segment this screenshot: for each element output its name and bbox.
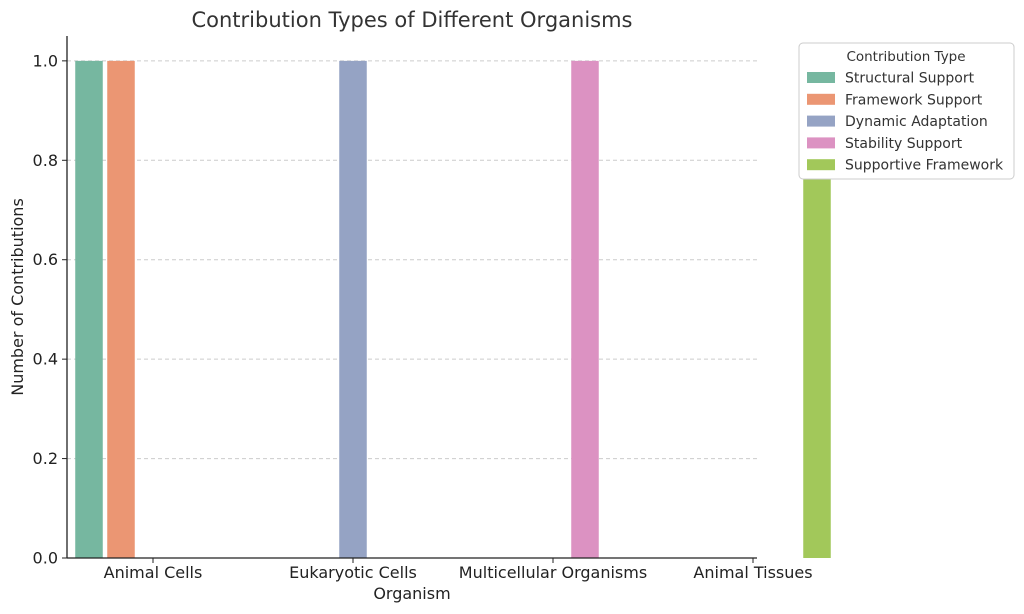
legend-entry: Structural Support <box>845 71 975 87</box>
bar <box>107 60 135 558</box>
bars <box>75 60 831 558</box>
legend-entry: Framework Support <box>845 92 983 108</box>
legend-swatch <box>807 93 835 105</box>
y-axis-ticks: 0.0 0.2 0.4 0.6 0.8 1.0 <box>33 51 67 568</box>
legend-swatch <box>807 159 835 171</box>
x-tick-label: Eukaryotic Cells <box>289 563 417 582</box>
legend: Contribution Type Structural Support Fram… <box>798 42 1015 180</box>
y-tick-label: 0.8 <box>33 151 58 170</box>
y-tick-label: 0.0 <box>33 549 58 568</box>
legend-box <box>798 42 1015 180</box>
y-tick-label: 0.4 <box>33 350 58 369</box>
legend-title: Contribution Type <box>846 49 965 65</box>
legend-entry: Dynamic Adaptation <box>845 114 988 130</box>
legend-swatch <box>807 72 835 83</box>
legend-swatch <box>807 115 835 127</box>
legend-entry: Stability Support <box>845 136 963 152</box>
y-axis-label: Number of Contributions <box>8 198 27 396</box>
y-tick-label: 0.6 <box>33 250 58 269</box>
x-tick-label: Animal Cells <box>104 563 203 582</box>
bar <box>339 60 367 558</box>
y-tick-label: 1.0 <box>33 51 58 70</box>
bar <box>75 60 103 558</box>
bar <box>571 60 599 558</box>
legend-entry: Supportive Framework <box>845 158 1004 174</box>
grid-lines <box>67 60 757 460</box>
x-tick-label: Multicellular Organisms <box>459 563 647 582</box>
x-axis-ticks: Animal Cells Eukaryotic Cells Multicellula… <box>104 558 813 582</box>
x-tick-label: Animal Tissues <box>693 563 812 582</box>
x-axis-label: Organism <box>373 584 450 603</box>
y-tick-label: 0.2 <box>33 449 58 468</box>
legend-swatch <box>807 137 835 149</box>
chart-title: Contribution Types of Different Organism… <box>191 8 632 32</box>
